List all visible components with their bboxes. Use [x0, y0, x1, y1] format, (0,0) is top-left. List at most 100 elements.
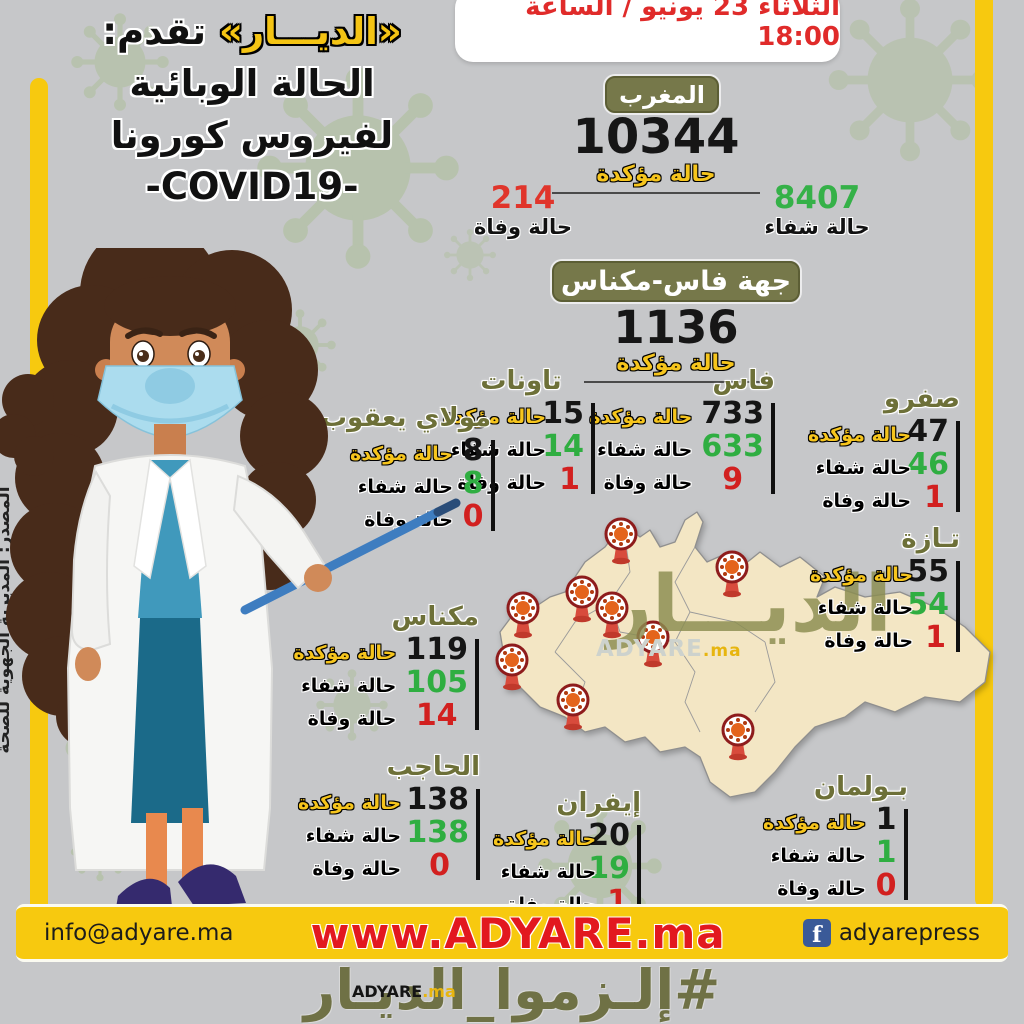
- confirmed-label: حالة مؤكدة: [762, 812, 866, 834]
- pointer-stick: [240, 507, 443, 615]
- city-block-ifrane: إيفران 20 حالة مؤكدة 19 حالة شفاء 1 حالة…: [493, 788, 641, 920]
- confirmed-label: حالة مؤكدة: [493, 828, 597, 850]
- city-block-meknes: مكناس 119 حالة مؤكدة 105 حالة شفاء 14 حا…: [293, 602, 479, 734]
- recovered-count: 19: [588, 851, 630, 886]
- recovered-count: 105: [405, 665, 468, 700]
- deaths-count: 0: [875, 868, 897, 903]
- confirmed-count: 138: [406, 782, 469, 817]
- deaths-count: 1: [559, 462, 580, 497]
- city-name: الحاجب: [386, 752, 480, 782]
- city-block-taza: تـازة 55 حالة مؤكدة 54 حالة شفاء 1 حالة …: [810, 524, 960, 656]
- deaths-count: 0: [462, 499, 484, 534]
- confirmed-label: حالة مؤكدة: [293, 642, 397, 664]
- footer-bar: info@adyare.ma www.ADYARE.ma f adyarepre…: [16, 904, 1008, 962]
- recovered-label: حالة شفاء: [770, 845, 866, 867]
- morocco-deaths: 214 حالة وفاة: [448, 182, 598, 239]
- city-name: صفرو: [883, 384, 960, 414]
- facebook-link[interactable]: f adyarepress: [802, 919, 980, 947]
- facebook-handle: adyarepress: [838, 920, 980, 946]
- confirmed-count: 1: [875, 802, 897, 837]
- city-block-el-hajeb: الحاجب 138 حالة مؤكدة 138 حالة شفاء 0 حا…: [298, 752, 480, 884]
- deaths-label: حالة وفاة: [603, 472, 693, 494]
- confirmed-count: 47: [907, 414, 949, 449]
- confirmed-label: حالة مؤكدة: [298, 792, 402, 814]
- city-block-taounate: تاونات 15 حالة مؤكدة 14 حالة شفاء 1 حالة…: [443, 366, 595, 498]
- confirmed-label: حالة مؤكدة: [443, 406, 547, 428]
- website-link[interactable]: www.ADYARE.ma: [310, 908, 726, 958]
- deaths-count: 214: [490, 180, 556, 216]
- confirmed-count: 8: [462, 433, 484, 468]
- recovered-label: حالة شفاء: [597, 439, 693, 461]
- doctor-skirt: [131, 618, 209, 823]
- deaths-label: حالة وفاة: [824, 630, 914, 652]
- recovered-count: 8407: [773, 180, 861, 216]
- confirmed-count: 20: [588, 818, 630, 853]
- city-name: تـازة: [901, 524, 960, 554]
- title-line1: «الديـــار» تقدم:: [62, 6, 442, 58]
- underline: [583, 381, 769, 383]
- recovered-count: 138: [406, 815, 469, 850]
- recovered-label: حالة شفاء: [500, 861, 597, 883]
- email-link[interactable]: info@adyare.ma: [44, 920, 234, 946]
- campaign-hashtag: #إلـزموا_الديـار: [303, 958, 721, 1022]
- title-line3: لفيروس كورونا: [110, 113, 394, 157]
- recovered-label: حالة شفاء: [817, 597, 914, 619]
- confirmed-count: 733: [701, 396, 764, 431]
- region-badge: جهة فاس-مكناس: [552, 261, 800, 302]
- morocco-confirmed-label: حالة مؤكدة: [520, 162, 792, 194]
- title-line4: -COVID19-: [145, 165, 359, 209]
- confirmed-label: حالة مؤكدة: [810, 564, 914, 586]
- confirmed-label: حالة مؤكدة: [349, 443, 453, 465]
- recovered-count: 46: [907, 447, 949, 482]
- deaths-count: 1: [924, 480, 945, 515]
- confirmed-count: 119: [405, 632, 468, 667]
- doctor-eyes: [131, 340, 211, 368]
- morocco-recovered: 8407 حالة شفاء: [742, 182, 892, 239]
- doctor-illustration: [0, 248, 461, 913]
- morocco-badge: المغرب: [605, 76, 719, 113]
- recovered-count: 54: [907, 587, 949, 622]
- deaths-label: حالة وفاة: [777, 878, 866, 900]
- region-confirmed-count: 1136: [613, 301, 739, 354]
- city-block-sefrou: صفرو 47 حالة مؤكدة 46 حالة شفاء 1 حالة و…: [808, 384, 960, 516]
- doctor-hand: [304, 564, 332, 592]
- city-name: إيفران: [556, 788, 641, 818]
- morocco-confirmed-count: 10344: [572, 109, 740, 165]
- deaths-count: 9: [722, 462, 744, 497]
- date-text: الثلاثاء 23 يونيو / الساعة 18:00: [525, 0, 840, 52]
- recovered-label: حالة شفاء: [301, 675, 397, 697]
- city-name: مكناس: [391, 602, 479, 632]
- hashtag-watermark: ADYARE.ma: [352, 982, 456, 1001]
- date-box: الثلاثاء 23 يونيو / الساعة 18:00: [455, 0, 840, 62]
- confirmed-count: 55: [907, 554, 949, 589]
- recovered-label: حالة شفاء: [764, 214, 870, 239]
- confirmed-label: حالة مؤكدة: [808, 424, 912, 446]
- city-block-boulemane: بـولمان 1 حالة مؤكدة 1 حالة شفاء 0 حالة …: [763, 772, 908, 904]
- facebook-icon: f: [802, 919, 831, 947]
- recovered-count: 14: [542, 429, 584, 464]
- city-name: فاس: [712, 366, 775, 396]
- deaths-label: حالة وفاة: [312, 858, 402, 880]
- city-name: تاونات: [480, 366, 562, 396]
- deaths-label: حالة وفاة: [473, 214, 573, 239]
- city-name: بـولمان: [813, 772, 908, 802]
- confirmed-label: حالة مؤكدة: [589, 406, 693, 428]
- deaths-count: 1: [925, 620, 946, 655]
- title-line2: الحالة الوبائية: [129, 61, 375, 105]
- recovered-count: 1: [875, 835, 897, 870]
- city-block-fes: فاس 733 حالة مؤكدة 633 حالة شفاء 9 حالة …: [585, 366, 775, 498]
- recovered-label: حالة شفاء: [815, 457, 912, 479]
- face-mask: [97, 365, 243, 439]
- deaths-count: 14: [415, 698, 458, 733]
- deaths-label: حالة وفاة: [822, 490, 912, 512]
- city-name: مولاي يعقوب: [320, 403, 492, 433]
- brand-name: «الديـــار»: [218, 10, 402, 53]
- deaths-label: حالة وفاة: [307, 708, 397, 730]
- confirmed-count: 15: [542, 396, 584, 431]
- region-confirmed-label: حالة مؤكدة: [540, 351, 812, 383]
- recovered-label: حالة شفاء: [450, 439, 547, 461]
- region-map: [495, 511, 991, 798]
- high-heels: [116, 864, 246, 913]
- recovered-count: 8: [462, 466, 484, 501]
- recovered-label: حالة شفاء: [305, 825, 402, 847]
